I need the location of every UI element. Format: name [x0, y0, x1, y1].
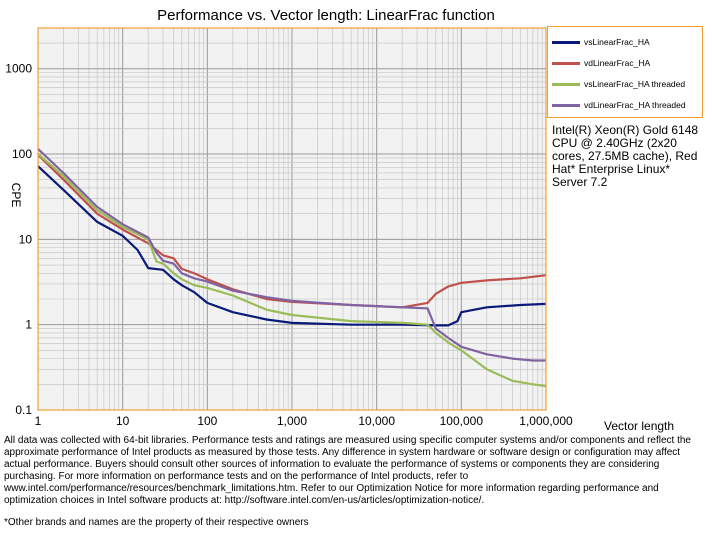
x-tick-label: 1: [35, 414, 42, 428]
plot-border: [37, 27, 547, 411]
legend-swatch: [552, 83, 580, 87]
y-tick-label: 10: [19, 232, 33, 246]
footnote-disclaimer: All data was collected with 64-bit libra…: [4, 435, 691, 506]
legend-label: vdLinearFrac_HA: [584, 58, 651, 68]
legend-item: vdLinearFrac_HA threaded: [552, 98, 686, 112]
series-layer: [37, 148, 547, 388]
legend-label: vsLinearFrac_HA threaded: [584, 79, 686, 89]
x-tick-label: 10: [116, 414, 130, 428]
x-tick-label: 1,000: [277, 414, 307, 428]
legend-swatch: [552, 62, 580, 66]
legend-label: vdLinearFrac_HA threaded: [584, 100, 686, 110]
x-tick-labels: 1 10 100 1,000 10,000 100,000 1,000,000: [35, 414, 573, 428]
footnote-trademark: *Other brands and names are the property…: [4, 517, 309, 528]
legend-label: vsLinearFrac_HA: [584, 37, 650, 47]
y-tick-labels: 0.1 1 10 100 1000: [5, 62, 32, 417]
legend-swatch: [552, 104, 580, 108]
y-tick-label: 0.1: [15, 403, 32, 417]
series-line-vdlinearfrac-ha-threaded: [37, 148, 546, 362]
y-axis-label: CPE: [9, 183, 23, 208]
system-config-annotation: Intel(R) Xeon(R) Gold 6148 CPU @ 2.40GHz…: [552, 123, 699, 189]
y-tick-label: 1000: [5, 62, 32, 76]
legend-swatch: [552, 41, 580, 45]
x-tick-label: 100,000: [440, 414, 484, 428]
chart-canvas: Performance vs. Vector length: LinearFra…: [5, 7, 674, 433]
legend-item: vsLinearFrac_HA: [552, 35, 650, 49]
legend-item: vdLinearFrac_HA: [552, 56, 650, 70]
x-tick-label: 1,000,000: [519, 414, 573, 428]
x-axis-label: Vector length: [604, 419, 674, 433]
chart-title: Performance vs. Vector length: LinearFra…: [157, 7, 495, 24]
x-tick-label: 10,000: [358, 414, 395, 428]
series-line-vslinearfrac-ha: [37, 165, 547, 327]
legend: vsLinearFrac_HA vdLinearFrac_HA vsLinear…: [547, 26, 703, 118]
y-tick-label: 100: [12, 147, 32, 161]
y-tick-label: 1: [25, 318, 32, 332]
legend-item: vsLinearFrac_HA threaded: [552, 77, 685, 91]
x-tick-label: 100: [197, 414, 217, 428]
series-line-vslinearfrac-ha-threaded: [37, 153, 547, 388]
